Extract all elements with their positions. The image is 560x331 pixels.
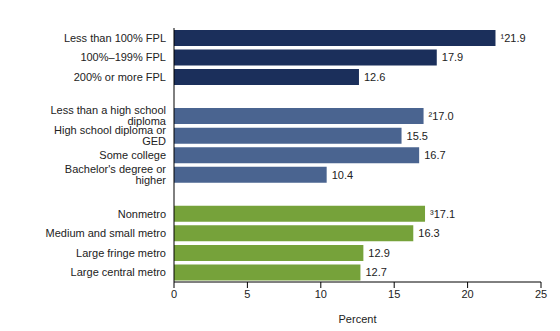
svg-text:High school diploma orGED: High school diploma orGED	[54, 124, 166, 147]
svg-text:Less than 100% FPL: Less than 100% FPL	[64, 32, 166, 44]
svg-text:10.4: 10.4	[332, 169, 353, 181]
svg-text:Large central metro: Large central metro	[71, 266, 166, 278]
svg-text:100%–199% FPL: 100%–199% FPL	[80, 51, 166, 63]
svg-text:³17.1: ³17.1	[430, 208, 455, 220]
svg-text:10: 10	[315, 288, 327, 300]
svg-text:Percent: Percent	[339, 313, 377, 323]
svg-text:12.7: 12.7	[365, 266, 386, 278]
svg-text:5: 5	[244, 288, 250, 300]
svg-text:25: 25	[535, 288, 547, 300]
svg-text:Nonmetro: Nonmetro	[118, 208, 166, 220]
svg-text:Some college: Some college	[99, 149, 166, 161]
svg-text:15.5: 15.5	[407, 130, 428, 142]
svg-text:Large fringe metro: Large fringe metro	[76, 247, 166, 259]
svg-text:¹21.9: ¹21.9	[500, 32, 525, 44]
svg-text:²17.0: ²17.0	[429, 110, 454, 122]
svg-text:17.9: 17.9	[442, 51, 463, 63]
svg-text:12.9: 12.9	[368, 247, 389, 259]
svg-text:20: 20	[461, 288, 473, 300]
svg-text:16.7: 16.7	[424, 149, 445, 161]
svg-text:0: 0	[171, 288, 177, 300]
svg-text:Bachelor's degree orhigher: Bachelor's degree orhigher	[65, 163, 167, 186]
svg-text:200% or more FPL: 200% or more FPL	[74, 71, 166, 83]
svg-text:16.3: 16.3	[418, 227, 439, 239]
svg-text:Medium and small metro: Medium and small metro	[46, 227, 166, 239]
svg-text:15: 15	[388, 288, 400, 300]
svg-text:12.6: 12.6	[364, 71, 385, 83]
